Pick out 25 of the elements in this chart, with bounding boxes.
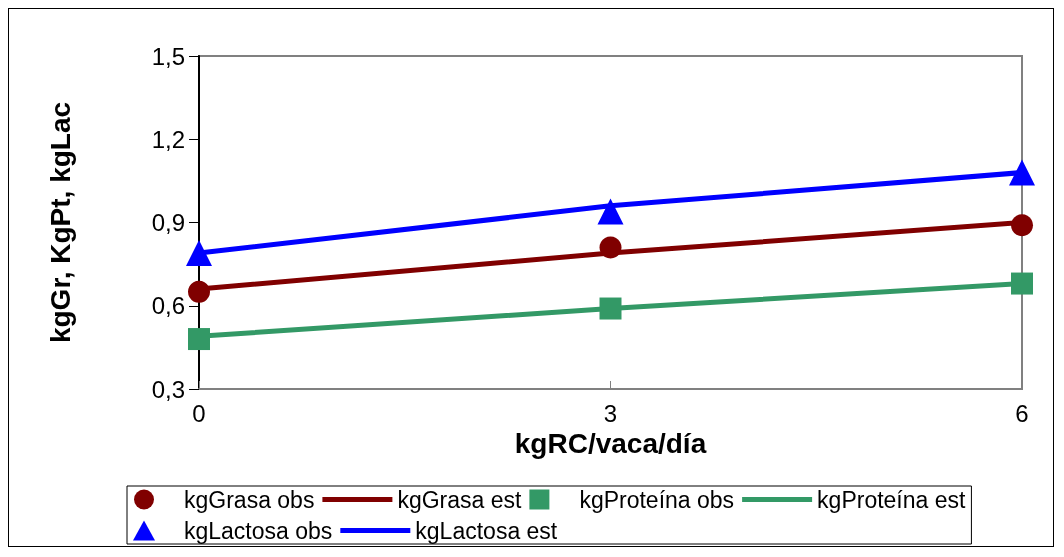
y-tick-label: 1,5 — [151, 42, 185, 70]
point — [599, 297, 622, 320]
x-tick-label: 6 — [1015, 399, 1029, 427]
x-axis-title: kgRC/vaca/día — [514, 428, 707, 460]
legend-label: kgProteína est — [817, 486, 967, 513]
point — [188, 280, 210, 303]
point — [186, 240, 212, 267]
point — [1009, 159, 1035, 186]
legend-label: kgGrasa est — [397, 486, 522, 513]
legend-label: kgGrasa obs — [184, 486, 315, 513]
legend-label: kgProteína obs — [579, 486, 735, 513]
point — [188, 328, 210, 351]
point — [599, 236, 622, 259]
y-tick-label: 0,9 — [151, 209, 185, 236]
y-axis-title: kgGr, KgPt, kgLac — [44, 101, 76, 344]
y-tick-label: 0,3 — [151, 375, 185, 403]
x-tick-label: 3 — [603, 399, 618, 427]
point — [1011, 272, 1033, 295]
x-tick-label: 0 — [192, 399, 206, 427]
y-tick-label: 0,6 — [151, 292, 185, 320]
point — [597, 198, 624, 225]
y-tick-label: 1,2 — [151, 125, 185, 153]
legend-label: kgLactosa obs — [184, 517, 333, 544]
legend-label: kgLactosa est — [415, 517, 558, 544]
point — [1011, 214, 1033, 237]
